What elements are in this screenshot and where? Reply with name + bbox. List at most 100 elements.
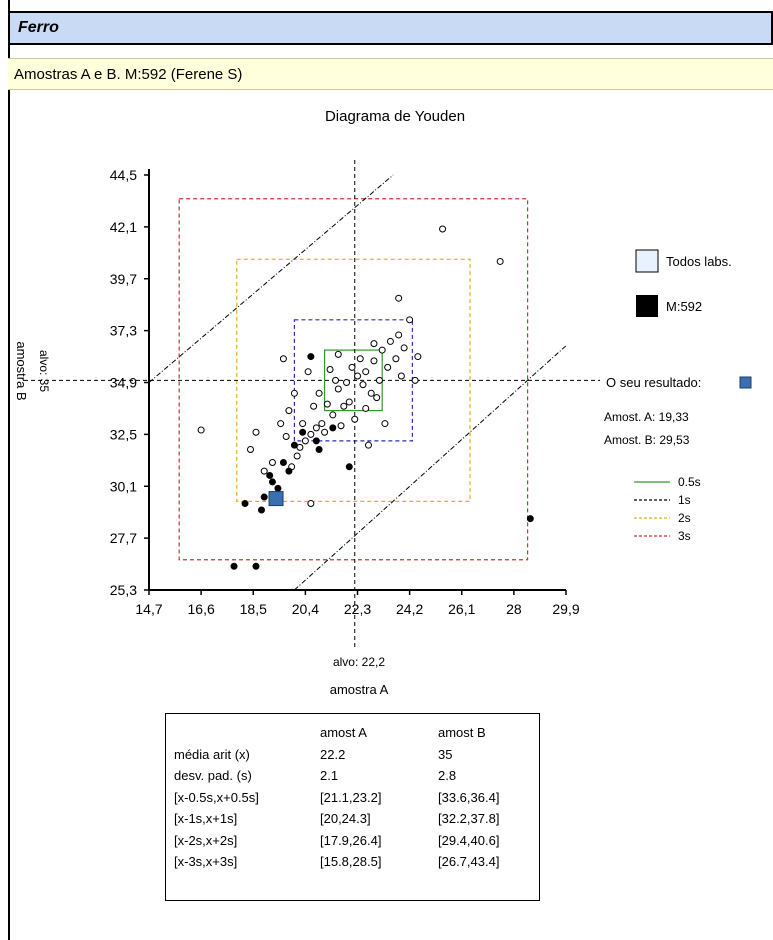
all-labs-point: [337, 422, 345, 430]
lab-point: [526, 515, 534, 523]
all-labs-point: [345, 398, 353, 406]
target-y-label: alvo: 35: [37, 350, 51, 392]
table-cell: média arit (x): [174, 746, 250, 762]
band-legend-label: 0.5s: [678, 475, 701, 489]
y-tick-label: 25,3: [110, 582, 137, 598]
own-result-sample-b: Amost. B: 29,53: [604, 433, 690, 447]
all-labs-point: [323, 400, 331, 408]
x-tick-label: 14,7: [135, 601, 162, 617]
x-tick-label: 16,6: [188, 601, 215, 617]
all-labs-point: [290, 389, 298, 397]
all-labs-point: [277, 420, 285, 428]
band-box-3s: [178, 198, 529, 561]
all-labs-point: [439, 225, 447, 233]
lab-point: [274, 484, 282, 492]
lower-limit-line: [294, 345, 567, 591]
table-cell: [x-1s,x+1s]: [174, 811, 238, 827]
page-frame: [8, 0, 773, 940]
all-labs-point: [375, 376, 383, 384]
table-row: [x-3s,x+3s] [15.8,28.5] [26.7,43.4]: [174, 851, 538, 873]
y-tick-label: 37,3: [110, 323, 137, 339]
all-labs-point: [406, 316, 414, 324]
lab-point: [260, 493, 268, 501]
all-labs-point: [307, 430, 315, 438]
all-labs-point: [293, 452, 301, 460]
all-labs-point: [304, 368, 312, 376]
all-labs-point: [414, 353, 422, 361]
table-header-row: amost A amost B: [174, 722, 538, 744]
table-cell: [32.2,37.8]: [438, 811, 500, 827]
table-cell: 35: [438, 746, 453, 762]
all-labs-point: [252, 428, 260, 436]
table-cell: [17.9,26.4]: [320, 832, 382, 848]
y-tick-label: 32,5: [110, 426, 137, 442]
table-cell: [21.1,23.2]: [320, 789, 382, 805]
statistics-table: amost A amost B média arit (x) 22.2 35 d…: [165, 713, 540, 901]
all-labs-point: [354, 372, 361, 380]
lab-point: [290, 441, 298, 449]
all-labs-point: [279, 355, 287, 363]
lab-point: [307, 353, 315, 361]
all-labs-point: [364, 441, 372, 449]
all-labs-point: [307, 500, 315, 508]
all-labs-point: [378, 346, 386, 354]
lab-point: [299, 428, 307, 436]
lab-point: [279, 458, 287, 466]
all-labs-point: [400, 344, 408, 352]
band-legend-label: 1s: [678, 493, 691, 507]
y-tick-label: 30,1: [110, 478, 137, 494]
all-labs-point: [392, 355, 400, 363]
x-tick-label: 18,5: [240, 601, 267, 617]
all-labs-point: [370, 340, 378, 348]
all-labs-point: [381, 420, 389, 428]
all-labs-point: [332, 376, 340, 384]
x-tick-label: 22,3: [344, 601, 371, 617]
table-row: [x-2s,x+2s] [17.9,26.4] [29.4,40.6]: [174, 830, 538, 852]
all-labs-point: [362, 368, 370, 376]
legend-lab-label: M:592: [666, 299, 702, 314]
all-labs-point: [329, 411, 337, 419]
table-cell: desv. pad. (s): [174, 768, 252, 784]
all-labs-point: [282, 433, 290, 441]
table-cell: 22.2: [320, 746, 346, 762]
lab-point: [241, 500, 249, 508]
target-x-label: alvo: 22,2: [333, 655, 385, 669]
all-labs-point: [260, 467, 268, 475]
band-legend-label: 3s: [678, 529, 691, 543]
lab-point: [345, 463, 353, 471]
table-cell: [15.8,28.5]: [320, 854, 382, 870]
all-labs-point: [318, 420, 326, 428]
x-axis-label: amostra A: [330, 682, 389, 697]
band-legend-label: 2s: [678, 511, 691, 525]
all-labs-point: [359, 381, 367, 389]
all-labs-point: [496, 257, 504, 265]
chart-title: Diagrama de Youden: [325, 108, 465, 125]
lab-point: [312, 437, 320, 445]
lab-point: [257, 506, 265, 514]
lab-point: [268, 478, 276, 486]
all-labs-point: [312, 424, 320, 432]
page-title: Ferro: [18, 19, 59, 36]
legend-all-labs-swatch: [635, 249, 659, 273]
table-cell: 2.8: [438, 768, 457, 784]
all-labs-point: [268, 458, 276, 466]
all-labs-point: [315, 389, 323, 397]
all-labs-point: [197, 426, 205, 434]
all-labs-point: [334, 350, 342, 358]
legend-lab-swatch: [636, 295, 658, 317]
table-row: média arit (x) 22.2 35: [174, 744, 538, 766]
x-tick-label: 26,1: [448, 601, 475, 617]
all-labs-point: [247, 446, 255, 454]
all-labs-point: [356, 355, 364, 363]
upper-limit-line: [148, 174, 394, 383]
all-labs-point: [299, 420, 307, 428]
y-tick-label: 39,7: [110, 271, 137, 287]
all-labs-point: [343, 379, 351, 386]
y-tick-label: 34,9: [110, 375, 137, 391]
all-labs-point: [370, 357, 378, 365]
table-row: desv. pad. (s) 2.1 2.8: [174, 765, 538, 787]
table-cell: [20,24.3]: [320, 811, 371, 827]
all-labs-point: [340, 402, 348, 410]
table-cell: [x-3s,x+3s]: [174, 854, 238, 870]
own-result-sample-a: Amost. A: 19,33: [604, 410, 689, 424]
